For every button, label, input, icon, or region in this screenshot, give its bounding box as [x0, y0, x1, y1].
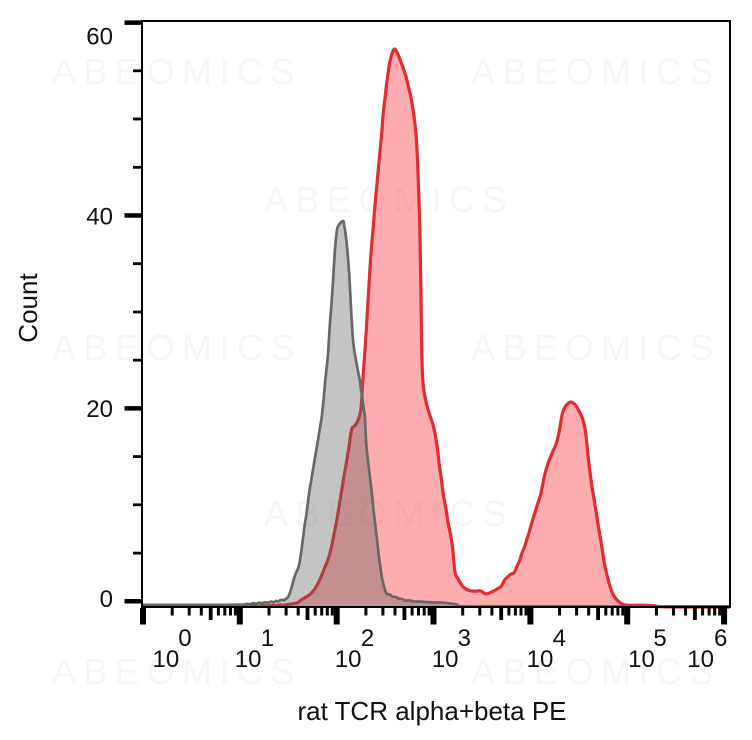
svg-text:Count: Count [13, 273, 43, 343]
svg-text:5: 5 [653, 625, 666, 652]
svg-text:40: 40 [86, 203, 113, 230]
svg-text:10: 10 [432, 646, 459, 673]
svg-text:ABEOMICS: ABEOMICS [52, 327, 302, 368]
svg-text:2: 2 [361, 625, 374, 652]
svg-text:rat TCR alpha+beta PE: rat TCR alpha+beta PE [297, 696, 566, 726]
svg-text:ABEOMICS: ABEOMICS [471, 327, 721, 368]
svg-text:10: 10 [628, 646, 655, 673]
svg-text:60: 60 [86, 24, 113, 51]
svg-text:3: 3 [458, 625, 471, 652]
svg-text:10: 10 [687, 646, 714, 673]
svg-text:ABEOMICS: ABEOMICS [52, 51, 302, 92]
svg-text:ABEOMICS: ABEOMICS [471, 651, 721, 692]
svg-text:6: 6 [714, 625, 727, 652]
svg-text:10: 10 [335, 646, 362, 673]
svg-text:ABEOMICS: ABEOMICS [52, 651, 302, 692]
svg-text:ABEOMICS: ABEOMICS [264, 179, 514, 220]
svg-text:10: 10 [153, 646, 180, 673]
svg-text:0: 0 [178, 625, 191, 652]
svg-text:10: 10 [235, 646, 262, 673]
svg-text:20: 20 [86, 396, 113, 423]
svg-text:10: 10 [527, 646, 554, 673]
svg-text:4: 4 [553, 625, 566, 652]
svg-text:1: 1 [261, 625, 274, 652]
svg-text:0: 0 [100, 586, 113, 613]
svg-text:ABEOMICS: ABEOMICS [471, 51, 721, 92]
